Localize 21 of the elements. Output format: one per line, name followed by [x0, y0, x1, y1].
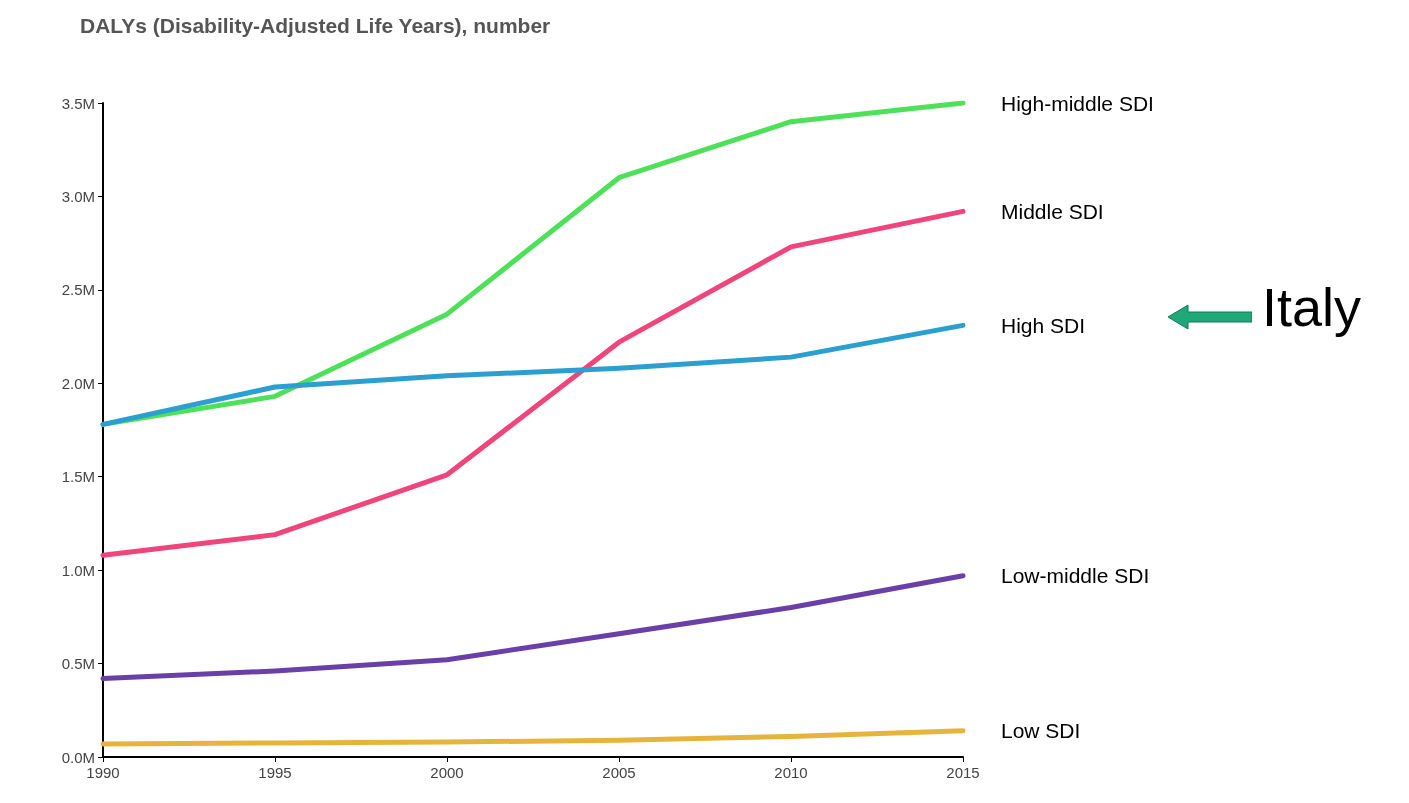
- series-label: Middle SDI: [1001, 199, 1104, 223]
- y-tick-label: 2.0M: [61, 374, 95, 392]
- y-tick-label: 3.0M: [61, 187, 95, 205]
- y-tick-label: 1.5M: [61, 468, 95, 486]
- series-label: High SDI: [1001, 313, 1086, 337]
- y-tick-label: 2.5M: [61, 281, 95, 299]
- chart-title: DALYs (Disability-Adjusted Life Years), number: [80, 14, 551, 37]
- x-tick-label: 2010: [774, 764, 808, 781]
- y-tick-label: 1.0M: [61, 561, 95, 579]
- x-tick-label: 1995: [258, 764, 292, 781]
- x-tick-label: 2015: [946, 764, 980, 781]
- series-label: Low SDI: [1001, 719, 1081, 743]
- y-tick-label: 3.5M: [61, 94, 95, 112]
- x-tick-label: 2005: [602, 764, 636, 781]
- y-tick-label: 0.0M: [61, 748, 95, 766]
- x-tick-label: 1990: [86, 764, 120, 781]
- y-tick-label: 0.5M: [61, 655, 95, 673]
- series-label: High-middle SDI: [1001, 91, 1154, 115]
- series-label: Low-middle SDI: [1001, 564, 1150, 588]
- x-tick-label: 2000: [430, 764, 464, 781]
- text: Italy: [1262, 277, 1362, 337]
